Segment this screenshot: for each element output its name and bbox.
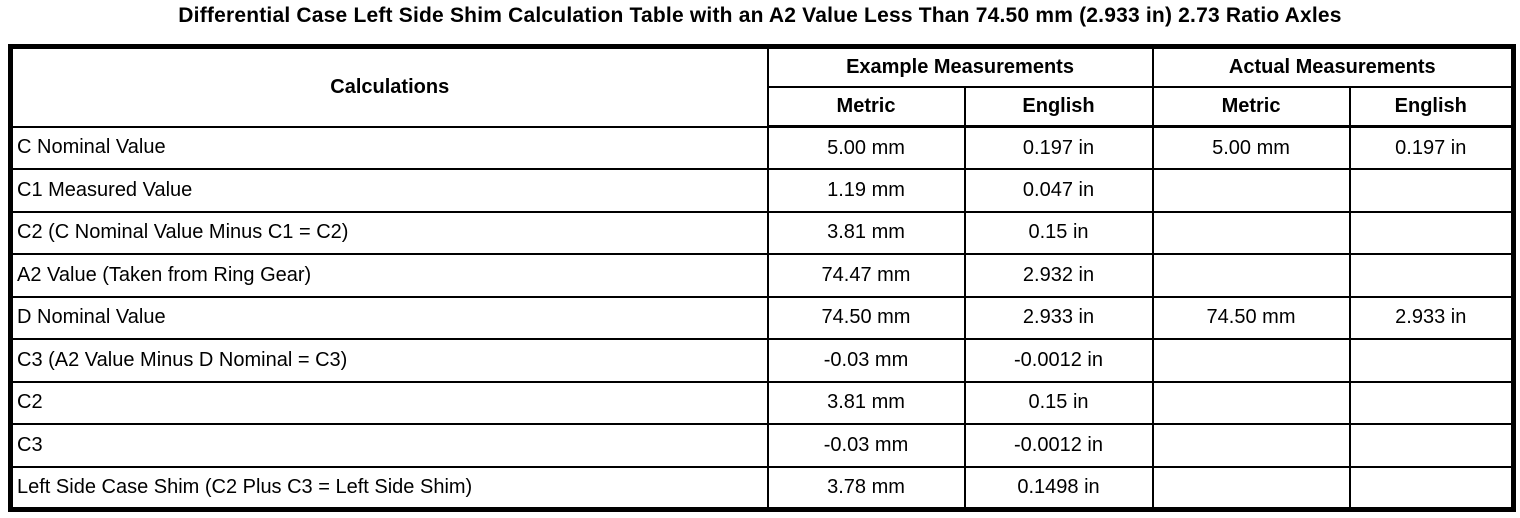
table-header: Calculations Example Measurements Actual…	[9, 45, 1515, 128]
example-metric-header: Metric	[766, 85, 966, 128]
actual-english-cell: 2.933 in	[1348, 295, 1515, 340]
actual-metric-cell	[1151, 210, 1351, 255]
example-english-header: English	[963, 85, 1154, 128]
table-row: C3 -0.03 mm -0.0012 in	[9, 423, 1515, 468]
actual-english-cell	[1348, 210, 1515, 255]
actual-english-cell	[1348, 338, 1515, 383]
table-row: A2 Value (Taken from Ring Gear) 74.47 mm…	[9, 253, 1515, 298]
actual-metric-cell	[1151, 380, 1351, 425]
actual-metric-cell: 74.50 mm	[1151, 295, 1351, 340]
calculation-label-cell: C3	[9, 423, 769, 468]
example-english-cell: 0.1498 in	[963, 465, 1154, 510]
actual-metric-cell	[1151, 465, 1351, 510]
example-english-cell: 0.15 in	[963, 210, 1154, 255]
actual-english-cell	[1348, 423, 1515, 468]
table-row: C Nominal Value 5.00 mm 0.197 in 5.00 mm…	[9, 125, 1515, 170]
table-body: C Nominal Value 5.00 mm 0.197 in 5.00 mm…	[9, 125, 1515, 510]
calculation-label-cell: C2 (C Nominal Value Minus C1 = C2)	[9, 210, 769, 255]
example-metric-cell: 3.81 mm	[766, 380, 966, 425]
table-row: D Nominal Value 74.50 mm 2.933 in 74.50 …	[9, 295, 1515, 340]
example-measurements-header: Example Measurements	[766, 45, 1154, 88]
header-unit-row: Metric English Metric English	[11, 85, 1515, 128]
example-english-cell: 2.933 in	[963, 295, 1154, 340]
shim-calculation-table: Calculations Example Measurements Actual…	[8, 44, 1517, 512]
example-english-cell: 0.047 in	[963, 168, 1154, 213]
example-metric-cell: 5.00 mm	[766, 125, 966, 170]
example-english-cell: 0.15 in	[963, 380, 1154, 425]
table-row: C2 (C Nominal Value Minus C1 = C2) 3.81 …	[9, 210, 1515, 255]
example-metric-cell: 74.50 mm	[766, 295, 966, 340]
calculations-header: Calculations	[9, 45, 769, 128]
example-english-cell: 0.197 in	[963, 125, 1154, 170]
page-title: Differential Case Left Side Shim Calcula…	[178, 4, 1342, 27]
actual-metric-cell	[1151, 338, 1351, 383]
example-metric-cell: 3.81 mm	[766, 210, 966, 255]
calculation-label-cell: D Nominal Value	[9, 295, 769, 340]
example-metric-cell: -0.03 mm	[766, 338, 966, 383]
actual-metric-cell	[1151, 253, 1351, 298]
actual-measurements-header: Actual Measurements	[1151, 45, 1515, 88]
example-english-cell: 2.932 in	[963, 253, 1154, 298]
calculation-label-cell: A2 Value (Taken from Ring Gear)	[9, 253, 769, 298]
header-group-row: Calculations Example Measurements Actual…	[9, 45, 1515, 128]
example-english-cell: -0.0012 in	[963, 423, 1154, 468]
actual-english-cell	[1348, 253, 1515, 298]
calculation-label-cell: C1 Measured Value	[9, 168, 769, 213]
example-english-cell: -0.0012 in	[963, 338, 1154, 383]
actual-english-cell	[1348, 168, 1515, 213]
table-row: Left Side Case Shim (C2 Plus C3 = Left S…	[9, 465, 1515, 510]
calculation-label-cell: C2	[9, 380, 769, 425]
actual-english-cell	[1348, 465, 1515, 510]
calculation-label-cell: C Nominal Value	[9, 125, 769, 170]
actual-metric-header: Metric	[1151, 85, 1351, 128]
actual-english-cell: 0.197 in	[1348, 125, 1515, 170]
actual-metric-cell	[1151, 423, 1351, 468]
calculation-label-cell: Left Side Case Shim (C2 Plus C3 = Left S…	[9, 465, 769, 510]
example-metric-cell: 1.19 mm	[766, 168, 966, 213]
actual-english-header: English	[1348, 85, 1515, 128]
actual-metric-cell: 5.00 mm	[1151, 125, 1351, 170]
calculation-label-cell: C3 (A2 Value Minus D Nominal = C3)	[9, 338, 769, 383]
example-metric-cell: 3.78 mm	[766, 465, 966, 510]
table-row: C3 (A2 Value Minus D Nominal = C3) -0.03…	[9, 338, 1515, 383]
actual-metric-cell	[1151, 168, 1351, 213]
example-metric-cell: 74.47 mm	[766, 253, 966, 298]
example-metric-cell: -0.03 mm	[766, 423, 966, 468]
table-row: C1 Measured Value 1.19 mm 0.047 in	[9, 168, 1515, 213]
actual-english-cell	[1348, 380, 1515, 425]
table-row: C2 3.81 mm 0.15 in	[9, 380, 1515, 425]
